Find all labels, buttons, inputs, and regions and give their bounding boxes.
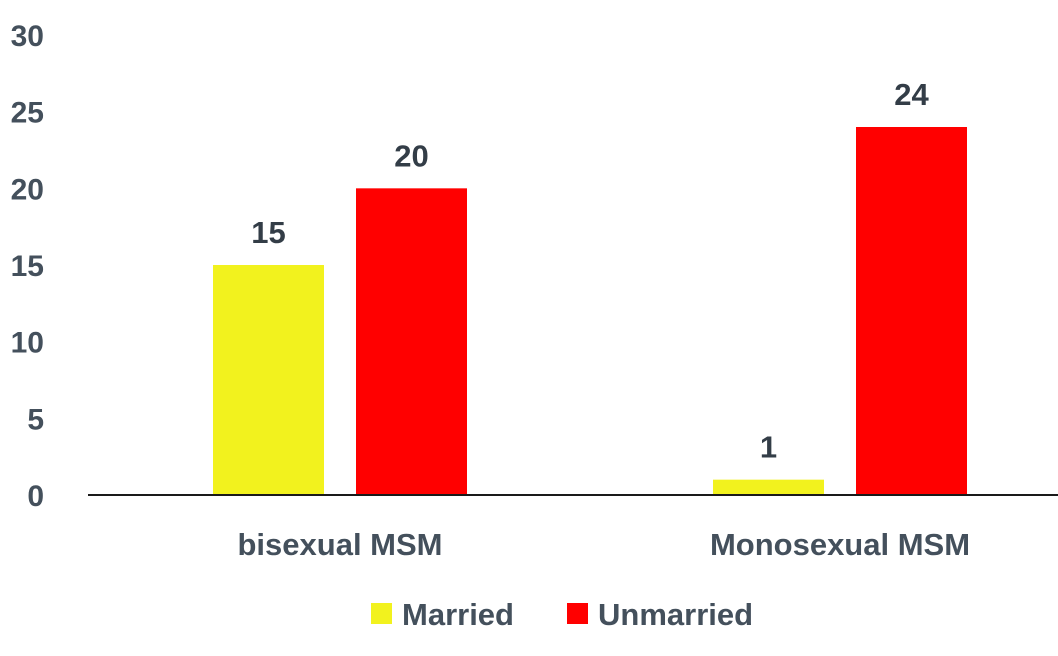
- data-labels-group: 15 20 1 24: [251, 77, 929, 465]
- bar-unmarried-1: [356, 188, 467, 496]
- legend-swatch-unmarried: [567, 603, 588, 624]
- y-tick-label: 25: [11, 97, 44, 130]
- data-label: 20: [394, 138, 428, 173]
- y-tick-label: 10: [11, 327, 44, 360]
- y-tick-label: 15: [11, 250, 44, 283]
- legend-swatch-married: [371, 603, 392, 624]
- x-category-label: Monosexual MSM: [710, 527, 970, 562]
- y-tick-label: 0: [27, 480, 44, 513]
- bars-group: [213, 127, 967, 496]
- bar-unmarried-2: [856, 127, 967, 495]
- y-tick-label: 5: [27, 403, 44, 436]
- y-tick-label: 30: [11, 20, 44, 53]
- data-label: 15: [251, 215, 285, 250]
- data-label: 1: [760, 430, 777, 465]
- category-labels-group: bisexual MSM Monosexual MSM: [238, 527, 971, 562]
- y-tick-label: 20: [11, 173, 44, 206]
- legend: Married Unmarried: [371, 597, 753, 632]
- legend-label: Married: [402, 597, 514, 632]
- bar-married-2: [713, 479, 824, 495]
- y-axis-ticks: 0 5 10 15 20 25 30: [11, 20, 44, 513]
- x-category-label: bisexual MSM: [238, 527, 443, 562]
- data-label: 24: [894, 77, 929, 112]
- bar-married-1: [213, 265, 324, 495]
- legend-label: Unmarried: [598, 597, 753, 632]
